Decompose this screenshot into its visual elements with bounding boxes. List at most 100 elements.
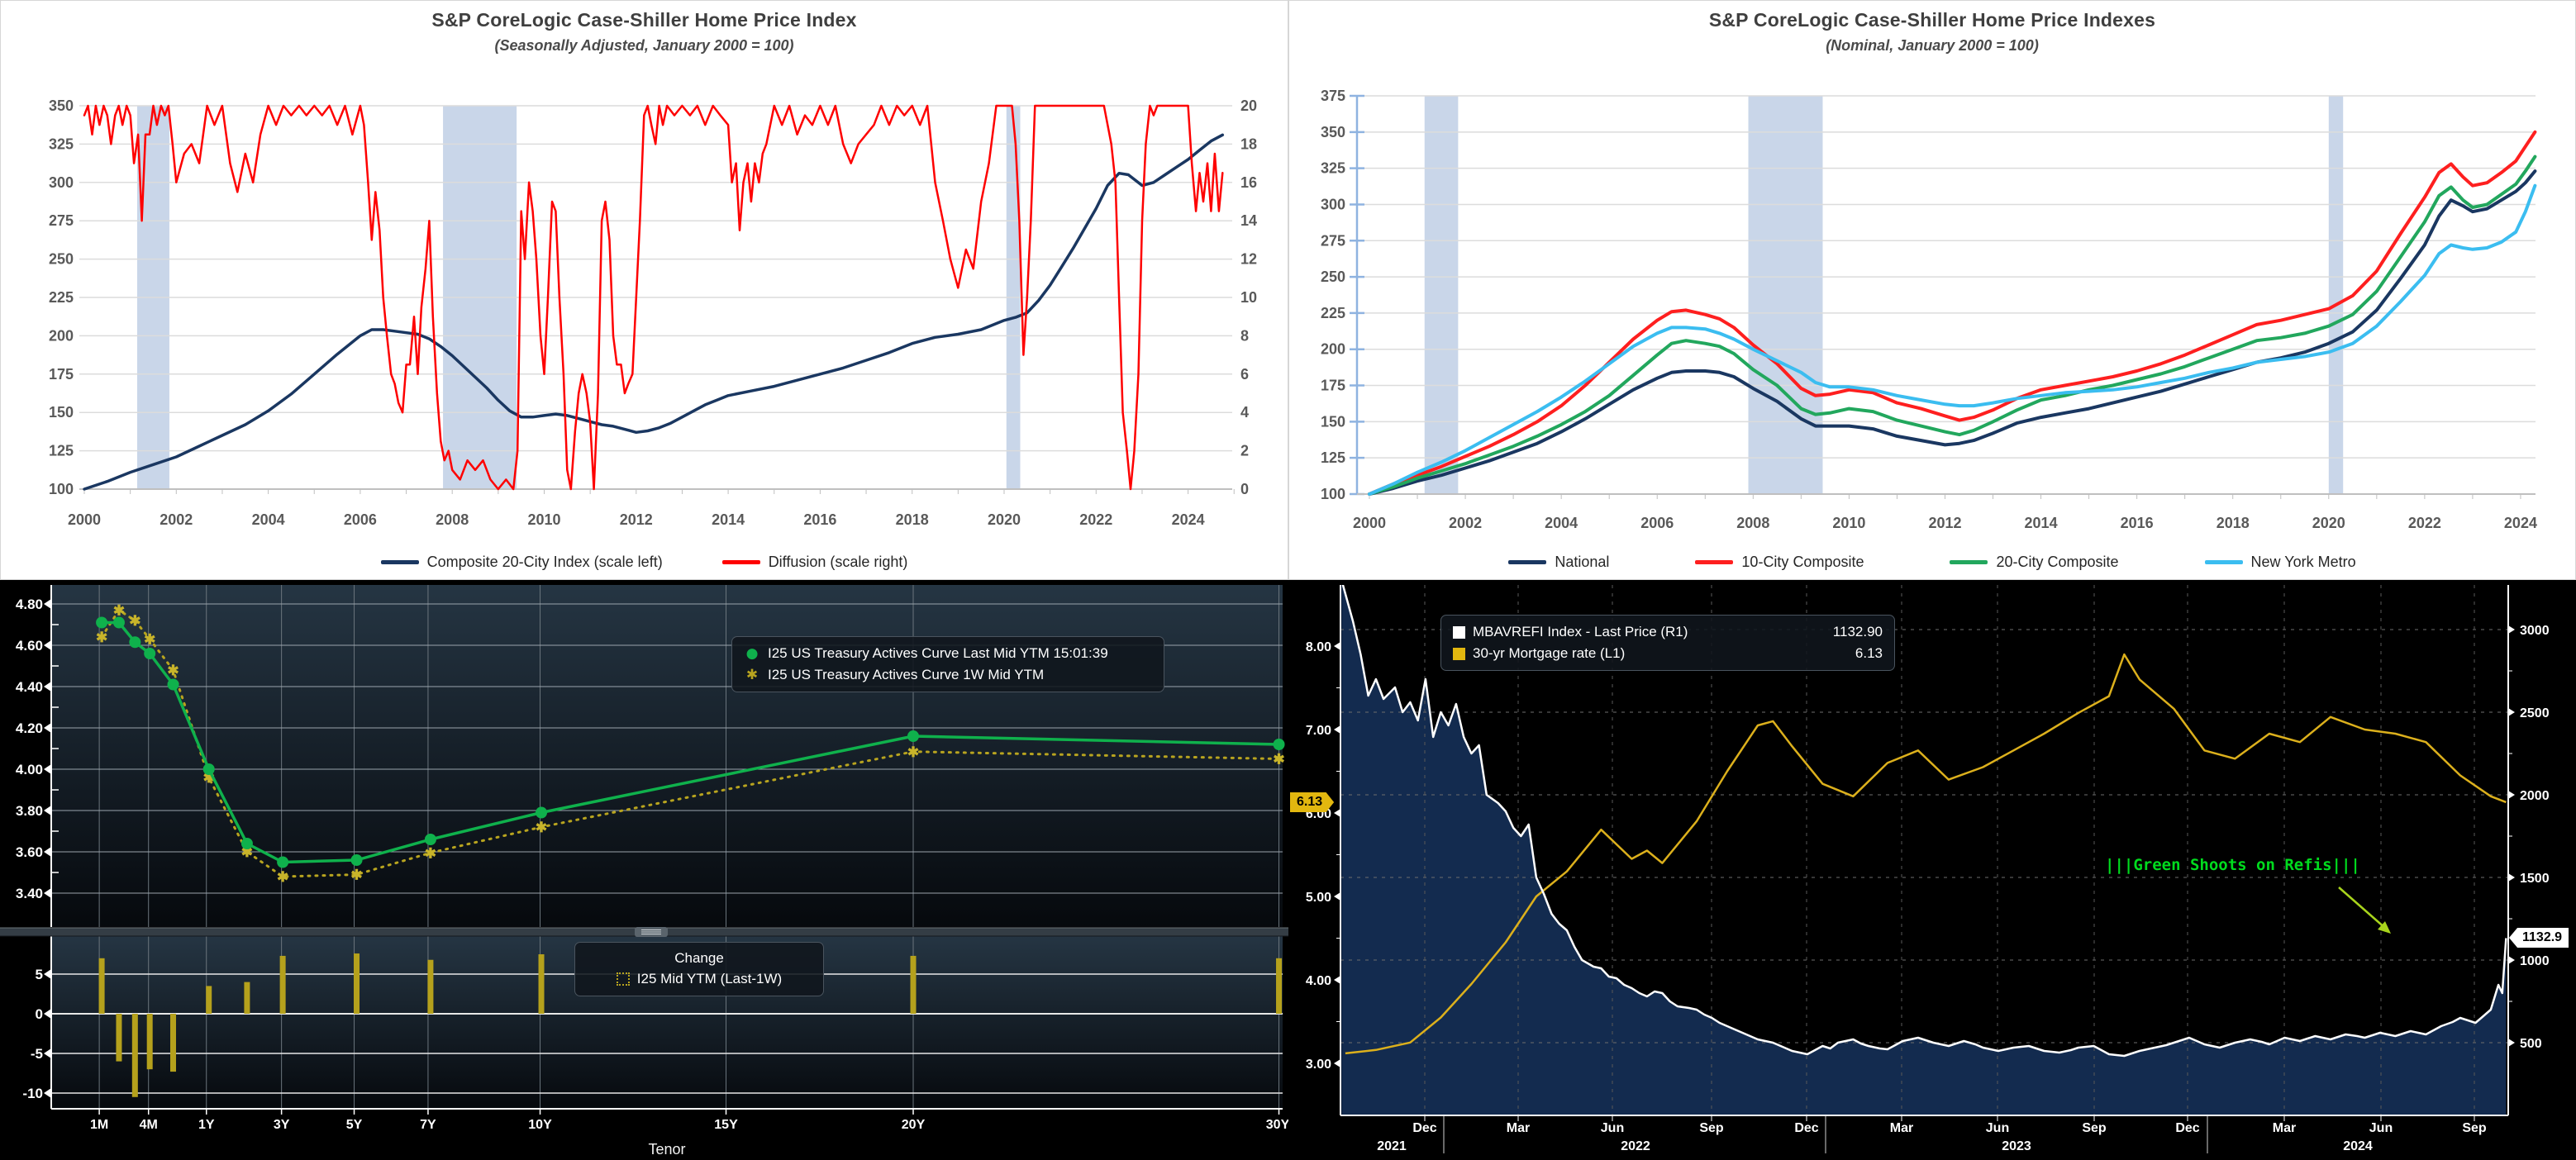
panel-case-shiller-nominal: S&P CoreLogic Case-Shiller Home Price In… xyxy=(1288,0,2576,580)
left-tick-label: 300 xyxy=(49,174,74,191)
tenor-tick-label: 1M xyxy=(90,1118,108,1132)
x-tick-label: 2010 xyxy=(527,511,560,528)
legend-line-swatch xyxy=(721,560,760,564)
x-tick-label: 2016 xyxy=(2121,515,2154,531)
mortgage-rate-value-tag: 6.13 xyxy=(1290,792,1335,812)
legend-label: 20-City Composite xyxy=(1996,554,2119,570)
left-tick-arrow xyxy=(1334,642,1340,650)
x-tick-label: 2020 xyxy=(2312,515,2345,531)
y-tick-arrow xyxy=(44,723,51,733)
change-bar-4M xyxy=(146,1014,153,1070)
asterisk-marker-icon: ✱ xyxy=(745,667,759,683)
treasury-legend[interactable]: ● I25 US Treasury Actives Curve Last Mid … xyxy=(731,636,1164,692)
y-tick-arrow xyxy=(44,969,51,979)
right-tick-arrow xyxy=(2508,873,2515,882)
dot-marker xyxy=(350,854,363,866)
tenor-tick-label: 15Y xyxy=(714,1118,738,1132)
dotted-bar-swatch-icon xyxy=(616,972,630,986)
series-1w-mid-ytm xyxy=(100,608,1280,878)
month-tick-label: Mar xyxy=(1890,1121,1913,1135)
legend-value: 1132.90 xyxy=(1832,624,1883,639)
y-tick-label: 4.40 xyxy=(16,679,43,695)
tenor-tick-label: 3Y xyxy=(274,1118,290,1132)
left-tick-label: 225 xyxy=(1321,305,1345,321)
y-tick-arrow xyxy=(44,1088,51,1098)
refi-legend[interactable]: MBAVREFI Index - Last Price (R1) 1132.90 3… xyxy=(1440,615,1895,671)
legend-item[interactable]: MBAVREFI Index - Last Price (R1) 1132.90 xyxy=(1453,621,1883,643)
year-label: 2023 xyxy=(2002,1139,2031,1153)
left-tick-label: 275 xyxy=(49,212,74,229)
x-tick-label: 2008 xyxy=(436,511,469,528)
series-National xyxy=(1368,169,2537,496)
legend-item: 10-City Composite xyxy=(1695,554,1864,571)
month-tick-label: Jun xyxy=(1986,1121,2009,1135)
left-tick-label: 200 xyxy=(1321,341,1345,358)
year-label: 2021 xyxy=(1377,1139,1407,1153)
legend-item: New York Metro xyxy=(2204,554,2356,571)
right-tick-label: 6 xyxy=(1240,366,1249,383)
x-tick-label: 2012 xyxy=(1928,515,1961,531)
x-tick-label: 2000 xyxy=(68,511,101,528)
left-tick-label: 275 xyxy=(1321,232,1345,249)
legend-line-swatch xyxy=(1695,560,1734,564)
right-tick-label: 18 xyxy=(1240,135,1257,152)
x-tick-label: 2004 xyxy=(252,511,285,528)
annotation-arrow xyxy=(2338,887,2387,929)
month-tick-label: Dec xyxy=(1794,1121,1818,1135)
legend-label: National xyxy=(1555,554,1610,570)
month-tick-label: Dec xyxy=(1412,1121,1436,1135)
month-tick-label: Sep xyxy=(1699,1121,1724,1135)
right-tick-arrow xyxy=(2508,625,2515,634)
asterisk-marker: ✱ xyxy=(144,632,155,648)
legend-label: Composite 20-City Index (scale left) xyxy=(426,554,663,570)
y-tick-label: 4.00 xyxy=(16,762,43,777)
plot-treasury-curve: 4.80 4.60 4.40 4.20 4.00 3.80 3.60 3.40 5 0 -5 -10 ✱… xyxy=(0,585,1288,1132)
legend-label: New York Metro xyxy=(2250,554,2356,570)
right-tick-arrow xyxy=(2508,791,2515,799)
asterisk-marker: ✱ xyxy=(277,869,288,885)
change-tick-label: 5 xyxy=(36,967,43,982)
plot-case-shiller-nominal: 100 125 150 175 200 225 250 275 300 325 350 375 2000… xyxy=(1321,88,2537,531)
left-tick-label: 7.00 xyxy=(1306,724,1331,738)
change-bar-3Y xyxy=(279,955,286,1014)
series-20-City Composite xyxy=(1368,155,2537,496)
asterisk-marker: ✱ xyxy=(536,820,547,835)
series-Diffusion (scale right) xyxy=(83,104,1224,491)
month-tick-label: Sep xyxy=(2082,1121,2107,1135)
x-tick-label: 2012 xyxy=(620,511,653,528)
chart-subtitle: (Nominal, January 2000 = 100) xyxy=(1826,37,2039,54)
change-legend[interactable]: Change I25 Mid YTM (Last-1W) xyxy=(574,942,824,996)
legend-label: 30-yr Mortgage rate (L1) xyxy=(1473,645,1626,661)
tenor-tick-label: 5Y xyxy=(346,1118,363,1132)
y-tick-label: 4.20 xyxy=(16,720,43,736)
y-tick-arrow xyxy=(44,847,51,857)
y-tick-arrow xyxy=(44,1048,51,1058)
x-tick-label: 2010 xyxy=(1832,515,1865,531)
change-legend-label: I25 Mid YTM (Last-1W) xyxy=(636,971,783,986)
legend-label: I25 US Treasury Actives Curve Last Mid Y… xyxy=(768,645,1108,661)
tenor-tick-label: 20Y xyxy=(902,1118,926,1132)
legend-item[interactable]: ● I25 US Treasury Actives Curve Last Mid … xyxy=(744,643,1152,664)
left-tick-arrow xyxy=(1334,892,1340,901)
change-bar-20Y xyxy=(910,955,917,1014)
left-tick-label: 8.00 xyxy=(1306,640,1331,654)
change-bar-6M xyxy=(170,1014,177,1072)
recession-band xyxy=(1748,96,1823,494)
recession-band xyxy=(1424,96,1459,494)
left-tick-arrow xyxy=(1334,725,1340,734)
left-tick-label: 350 xyxy=(1321,124,1345,140)
right-tick-label: 1000 xyxy=(2520,954,2550,968)
month-tick-label: Mar xyxy=(1507,1121,1530,1135)
y-tick-label: 3.60 xyxy=(16,844,43,860)
tenor-tick-label: 10Y xyxy=(528,1118,552,1132)
left-tick-label: 325 xyxy=(1321,160,1345,177)
x-tick-label: 2022 xyxy=(2408,515,2441,531)
legend-item[interactable]: ✱ I25 US Treasury Actives Curve 1W Mid YT… xyxy=(744,664,1152,686)
left-tick-label: 300 xyxy=(1321,196,1345,212)
chart-subtitle: (Seasonally Adjusted, January 2000 = 100… xyxy=(494,37,794,54)
change-bar-3M xyxy=(131,1014,138,1097)
y-tick-arrow xyxy=(44,764,51,774)
legend-item[interactable]: 30-yr Mortgage rate (L1) 6.13 xyxy=(1453,643,1883,664)
panel-treasury-curve: 4.80 4.60 4.40 4.20 4.00 3.80 3.60 3.40 5 0 -5 -10 ✱… xyxy=(0,580,1288,1160)
x-tick-label: 2016 xyxy=(803,511,836,528)
